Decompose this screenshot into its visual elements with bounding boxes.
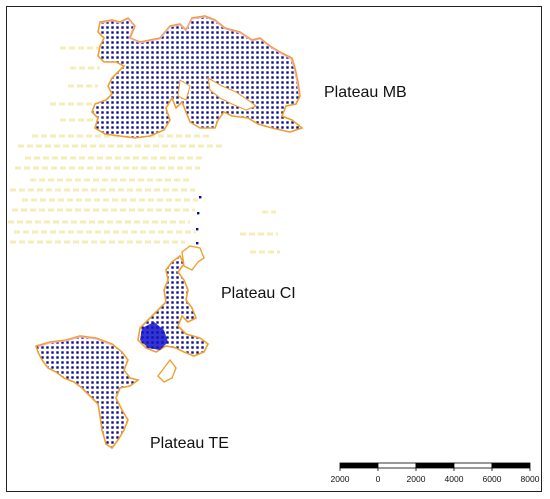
scale-bar-tick-label: 8000 (521, 474, 540, 484)
plateau-ci-dense-core (140, 322, 168, 350)
scale-bar-segment (491, 462, 531, 469)
scale-bar-tick-label: 2000 (407, 474, 426, 484)
plateau-mb-inner-outline (100, 16, 300, 97)
plateau-ci-tail (157, 358, 177, 383)
plateau-ci-region (137, 196, 210, 383)
plateau-mb-label: Plateau MB (324, 84, 407, 101)
plateau-ci-label: Plateau CI (221, 285, 296, 302)
scale-bar-segment (377, 462, 417, 469)
scale-bar-tick-label: 6000 (483, 474, 502, 484)
plateau-ci-hook (181, 245, 205, 271)
scale-bar-segment (339, 462, 379, 469)
scale-bar-segment (415, 462, 455, 469)
scale-bar-tick-label: 4000 (445, 474, 464, 484)
plateau-te-shape (34, 335, 140, 450)
scale-bar: 2000 0 2000 4000 6000 8000 (331, 462, 540, 484)
scale-bar-tick-label: 2000 (331, 474, 350, 484)
plateau-mb-region (91, 15, 304, 139)
scale-bar-tick-label: 0 (376, 474, 381, 484)
faint-contour-lines (8, 46, 280, 254)
scale-bar-segment (453, 462, 493, 469)
plateau-mb-shape (91, 15, 304, 139)
plateau-te-label: Plateau TE (150, 435, 229, 452)
plateau-te-region (34, 335, 140, 450)
